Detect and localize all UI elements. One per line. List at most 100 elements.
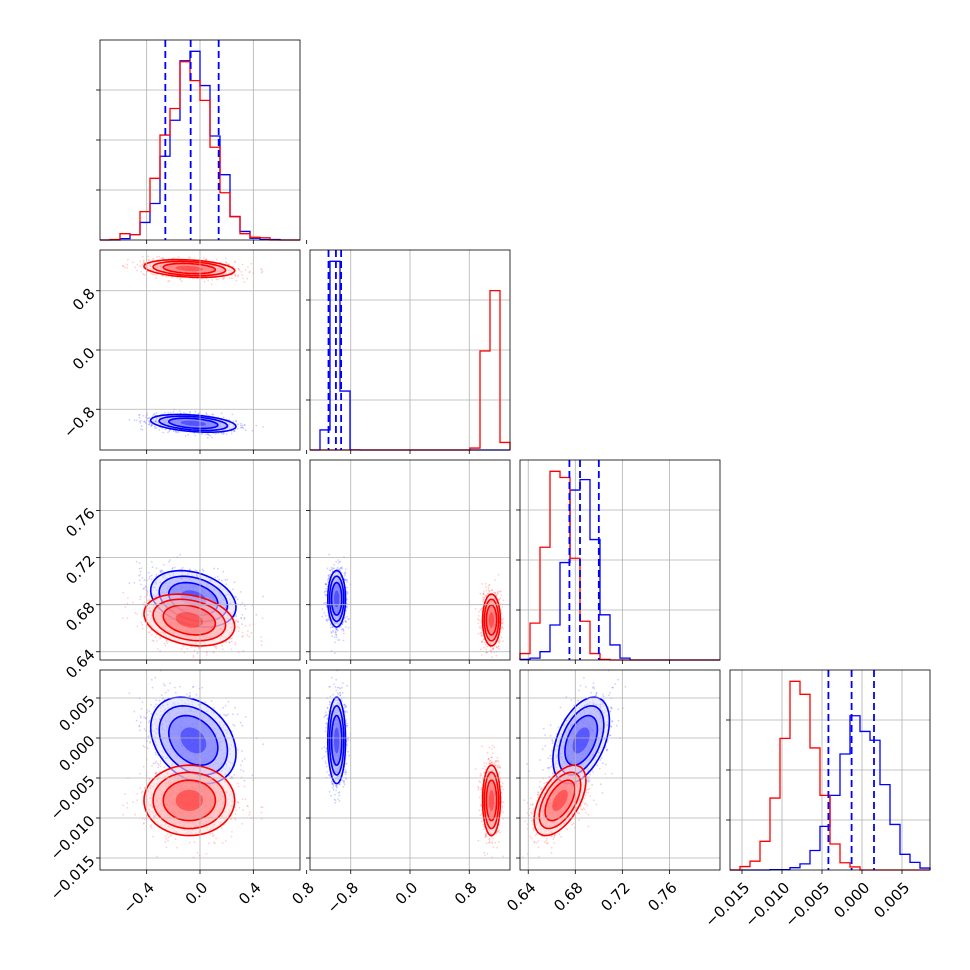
- sample-point: [214, 433, 217, 435]
- sample-point: [205, 654, 208, 656]
- sample-point: [139, 260, 142, 263]
- sample-point: [166, 642, 169, 644]
- sample-point: [186, 647, 189, 650]
- sample-point: [241, 613, 244, 616]
- sample-point: [138, 420, 141, 423]
- sample-point: [142, 414, 145, 417]
- sample-point: [221, 579, 223, 582]
- sample-point: [180, 648, 183, 651]
- sample-point: [138, 579, 141, 582]
- sample-point: [235, 279, 238, 282]
- sample-point: [144, 416, 147, 419]
- sample-point: [346, 579, 348, 581]
- y-tick-label: 0.64: [62, 646, 98, 682]
- panel-2-0: [122, 553, 264, 658]
- y-tick-label: 0.0: [69, 344, 99, 374]
- sample-point: [139, 595, 142, 598]
- sample-point: [161, 427, 164, 430]
- sample-point: [194, 410, 197, 413]
- sample-point: [247, 630, 249, 632]
- sample-point: [196, 652, 199, 654]
- sample-point: [222, 648, 224, 651]
- sample-point: [161, 274, 164, 277]
- sample-point: [335, 636, 338, 639]
- sample-point: [241, 602, 244, 604]
- sample-point: [138, 413, 141, 416]
- sample-point: [169, 559, 171, 561]
- sample-point: [241, 636, 244, 638]
- sample-point: [164, 412, 166, 414]
- sample-point: [231, 413, 234, 416]
- sample-point: [241, 426, 244, 429]
- sample-point: [148, 259, 151, 262]
- sample-point: [159, 571, 162, 574]
- sample-point: [127, 597, 129, 599]
- sample-point: [162, 564, 165, 566]
- sample-point: [243, 618, 246, 621]
- sample-point: [122, 617, 124, 619]
- sample-point: [240, 422, 242, 425]
- sample-point: [148, 575, 151, 578]
- sample-point: [148, 421, 151, 424]
- sample-point: [215, 645, 217, 648]
- sample-point: [323, 612, 326, 614]
- sample-point: [172, 411, 175, 413]
- y-tick-label: −0.8: [60, 403, 98, 441]
- sample-point: [179, 553, 182, 556]
- sample-point: [225, 433, 228, 435]
- sample-point: [148, 423, 151, 426]
- sample-point: [200, 433, 203, 436]
- sample-point: [203, 280, 206, 283]
- sample-point: [235, 615, 238, 618]
- sample-point: [124, 266, 127, 269]
- sample-point: [209, 434, 212, 437]
- sample-point: [154, 427, 157, 429]
- sample-point: [262, 595, 264, 598]
- sample-point: [172, 430, 175, 433]
- sample-point: [179, 410, 181, 412]
- sample-point: [154, 636, 157, 638]
- sample-point: [127, 258, 129, 261]
- sample-point: [138, 417, 141, 419]
- sample-point: [247, 266, 249, 268]
- sample-point: [138, 562, 141, 564]
- sample-point: [234, 261, 237, 264]
- sample-point: [237, 423, 239, 426]
- sample-point: [141, 429, 144, 431]
- sample-point: [222, 416, 225, 419]
- sample-point: [229, 637, 232, 640]
- sample-point: [192, 656, 195, 658]
- sample-point: [143, 601, 146, 604]
- sample-point: [134, 266, 137, 269]
- sample-point: [236, 427, 239, 430]
- sample-point: [241, 623, 243, 625]
- sample-point: [334, 652, 336, 654]
- panel-frame: [519, 459, 721, 661]
- sample-point: [234, 643, 237, 646]
- sample-point: [163, 642, 166, 645]
- sample-point: [139, 265, 142, 268]
- sample-point: [205, 433, 207, 436]
- sample-point: [187, 256, 190, 259]
- sample-point: [238, 269, 241, 272]
- sample-point: [241, 631, 244, 634]
- sample-point: [150, 578, 153, 581]
- sample-point: [208, 433, 210, 436]
- sample-point: [153, 273, 155, 276]
- sample-point: [232, 430, 235, 432]
- sample-point: [159, 569, 162, 572]
- sample-point: [205, 258, 208, 261]
- sample-point: [211, 278, 214, 281]
- sample-point: [221, 644, 224, 647]
- sample-point: [153, 640, 155, 642]
- sample-point: [151, 566, 154, 569]
- sample-point: [147, 255, 150, 258]
- sample-point: [233, 429, 236, 432]
- sample-point: [243, 605, 246, 607]
- sample-point: [260, 644, 263, 647]
- sample-point: [237, 630, 240, 632]
- sample-point: [211, 436, 213, 439]
- sample-point: [210, 283, 213, 286]
- y-tick-label: 0.72: [62, 551, 98, 587]
- sample-point: [243, 424, 246, 426]
